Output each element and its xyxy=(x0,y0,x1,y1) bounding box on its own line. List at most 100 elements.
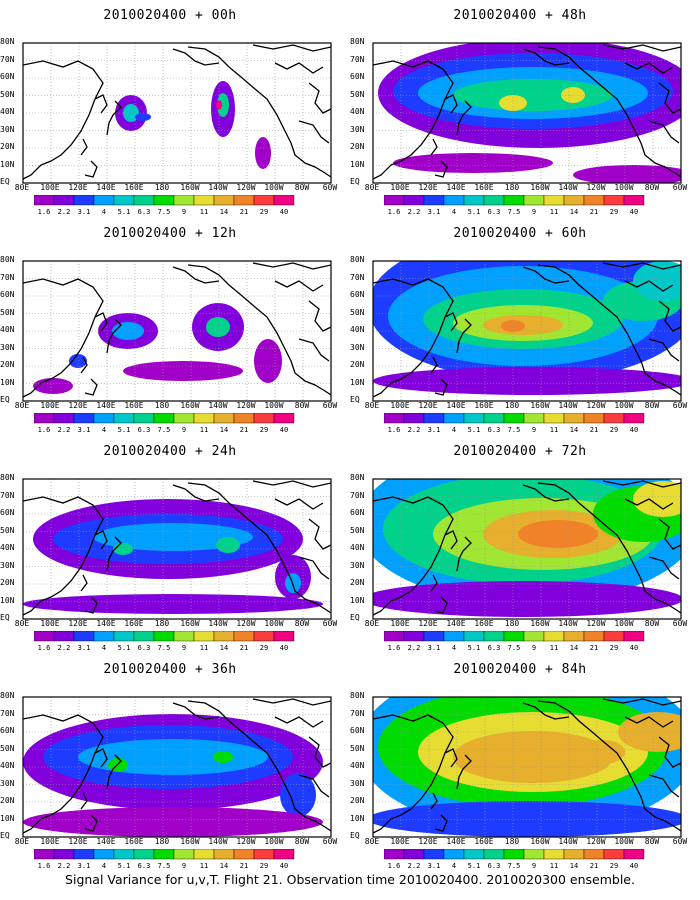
lon-tick-label: 160W xyxy=(530,183,550,192)
coastline xyxy=(80,356,88,374)
colorbar-label: 2.2 xyxy=(57,644,71,652)
colorbar-swatch xyxy=(583,413,605,424)
variance-contour xyxy=(93,523,253,551)
variance-contour xyxy=(581,740,625,764)
coastline xyxy=(84,814,98,832)
lon-tick-label: 100E xyxy=(390,401,410,410)
lon-tick-label: 160W xyxy=(180,183,200,192)
colorbar-swatch xyxy=(73,413,95,424)
lat-tick-label: 20N xyxy=(0,796,15,805)
variance-contour xyxy=(501,320,525,332)
coastline xyxy=(373,496,454,616)
lon-tick-label: 180 xyxy=(154,183,170,192)
panel-title: 2010020400 + 60h xyxy=(453,226,587,241)
lat-tick-label: 20N xyxy=(350,142,365,151)
lat-tick-label: 20N xyxy=(0,578,15,587)
lat-tick-label: 70N xyxy=(350,54,365,64)
colorbar-swatch xyxy=(173,631,195,642)
lon-tick-label: 140W xyxy=(558,401,578,410)
lon-tick-label: 120W xyxy=(236,183,256,192)
coastline xyxy=(373,60,454,180)
colorbar-label: 3.1 xyxy=(427,862,441,870)
forecast-panel: 2010020400 + 12h 80N 70N 60N 50N 40N 30N 20N 10N… xyxy=(0,218,340,434)
variance-contour xyxy=(518,520,598,548)
colorbar-swatch xyxy=(34,195,55,206)
colorbar-label: 21 xyxy=(589,644,599,652)
lon-tick-label: 60W xyxy=(322,619,338,628)
variance-contour xyxy=(373,581,681,617)
coastline xyxy=(456,754,472,790)
colorbar-label: 6.3 xyxy=(487,426,501,434)
coastline xyxy=(624,498,674,510)
forecast-panel: 2010020400 + 00h 80N 70N 60N 50N 40N 30N 20N 10N… xyxy=(0,0,340,216)
coastline xyxy=(658,82,681,114)
colorbar-swatch xyxy=(153,631,175,642)
lat-tick-label: 50N xyxy=(350,525,365,535)
lon-tick-label: 60W xyxy=(672,837,688,846)
coastline xyxy=(298,338,330,362)
colorbar-label: 1.6 xyxy=(37,208,51,216)
variance-contour xyxy=(633,261,681,301)
colorbar-swatch xyxy=(423,849,445,860)
variance-contour xyxy=(453,731,613,783)
colorbar-label: 3.1 xyxy=(77,208,91,216)
colorbar-swatch xyxy=(273,631,295,642)
colorbar-swatch xyxy=(543,195,565,206)
colorbar-label: 40 xyxy=(629,862,639,870)
colorbar-label: 1.6 xyxy=(37,426,51,434)
lon-tick-label: 180 xyxy=(504,183,520,192)
colorbar-label: 9 xyxy=(181,208,187,216)
coastline xyxy=(23,278,104,398)
coastline xyxy=(537,264,681,396)
colorbar-label: 14 xyxy=(219,426,229,434)
lon-tick-label: 160W xyxy=(530,401,550,410)
coastline xyxy=(444,530,458,550)
lat-tick-label: 40N xyxy=(350,325,365,334)
coastline xyxy=(187,264,331,396)
variance-contour xyxy=(217,93,229,117)
colorbar-label: 14 xyxy=(219,208,229,216)
lon-tick-label: 120E xyxy=(418,837,438,846)
lon-tick-label: 140W xyxy=(558,619,578,628)
coastline xyxy=(172,702,220,720)
lon-tick-label: 140E xyxy=(96,183,116,192)
lat-tick-label: 50N xyxy=(0,89,15,99)
lon-tick-label: 160E xyxy=(474,837,494,846)
lon-tick-label: 140E xyxy=(446,837,466,846)
coastline xyxy=(23,496,104,616)
coastline xyxy=(274,498,324,510)
lat-tick-label: 30N xyxy=(350,124,365,134)
colorbar-swatch xyxy=(543,413,565,424)
colorbar-label: 2.2 xyxy=(57,862,71,870)
colorbar xyxy=(34,413,295,424)
lon-tick-label: 160W xyxy=(180,619,200,628)
coastline xyxy=(252,44,331,52)
lat-tick-label: 30N xyxy=(0,124,15,134)
lat-tick-label: 60N xyxy=(350,290,365,299)
coastline xyxy=(298,556,330,580)
coastline xyxy=(94,312,108,332)
colorbar xyxy=(384,195,645,206)
colorbar-label: 9 xyxy=(181,426,187,434)
colorbar-label: 1.6 xyxy=(37,862,51,870)
coastline xyxy=(172,484,220,502)
lat-tick-label: 40N xyxy=(350,761,365,770)
colorbar-label: 3.1 xyxy=(427,644,441,652)
colorbar-label: 21 xyxy=(239,208,249,216)
coastline xyxy=(187,46,331,178)
colorbar-swatch xyxy=(403,849,425,860)
lon-tick-label: 80E xyxy=(364,183,380,192)
variance-map xyxy=(372,696,682,838)
lon-tick-label: 140E xyxy=(446,183,466,192)
variance-contour xyxy=(108,758,128,772)
colorbar-label: 4 xyxy=(451,862,457,870)
variance-contour xyxy=(123,361,243,381)
lat-tick-label: 60N xyxy=(0,72,15,81)
colorbar-swatch xyxy=(623,195,645,206)
variance-contour xyxy=(33,378,73,394)
lon-tick-label: 80W xyxy=(294,619,310,628)
lon-tick-label: 140W xyxy=(208,183,228,192)
colorbar-label: 7.5 xyxy=(157,644,171,652)
colorbar-label: 3.1 xyxy=(427,426,441,434)
lon-tick-label: 120W xyxy=(236,401,256,410)
